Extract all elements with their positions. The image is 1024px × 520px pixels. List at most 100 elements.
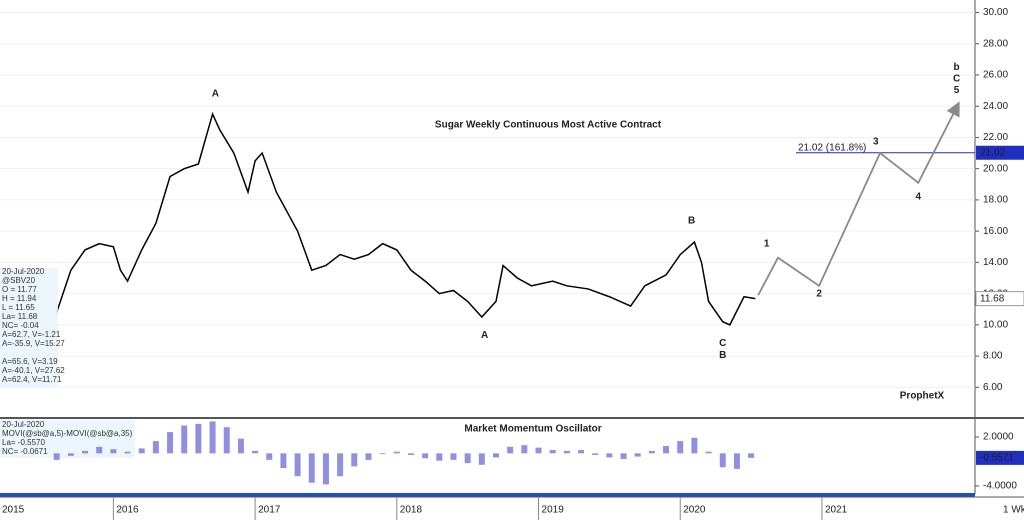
oscillator-bar bbox=[563, 450, 570, 454]
wave-label: C bbox=[953, 73, 960, 84]
y-tick-label: 8.00 bbox=[983, 351, 1003, 362]
price-box-label: 21.02 bbox=[980, 147, 1005, 158]
y-tick-label: 18.00 bbox=[983, 195, 1008, 206]
last-price-box bbox=[975, 291, 1024, 307]
wave-label: 1 bbox=[764, 239, 770, 250]
wave-label: B bbox=[719, 350, 726, 361]
wave-label: 2 bbox=[816, 289, 822, 300]
oscillator-bar bbox=[124, 451, 131, 454]
oscillator-bar bbox=[535, 447, 542, 454]
info-text: La= -0.5570 bbox=[2, 438, 45, 447]
oscillator-bar bbox=[450, 453, 457, 460]
info-text: 20-Jul-2020 bbox=[2, 267, 45, 276]
oscillator-bar bbox=[592, 453, 599, 455]
wave-label: 4 bbox=[916, 192, 922, 203]
oscillator-bar bbox=[209, 421, 216, 454]
y-tick-label: 28.00 bbox=[983, 38, 1008, 49]
info-text: H = 11.94 bbox=[2, 294, 37, 303]
info-text: 20-Jul-2020 bbox=[2, 420, 45, 429]
oscillator-bar bbox=[705, 451, 712, 454]
oscillator-bar bbox=[393, 451, 400, 454]
oscillator-bar bbox=[507, 446, 514, 454]
time-strip bbox=[0, 493, 975, 497]
projection-line bbox=[757, 101, 960, 296]
y-tick-label: 10.00 bbox=[983, 319, 1008, 330]
oscillator-bar bbox=[521, 445, 528, 454]
info-text: A=62.7, V=-1.21 bbox=[2, 330, 61, 339]
oscillator-bar bbox=[322, 453, 329, 485]
oscillator-bar bbox=[96, 446, 103, 454]
osc-box bbox=[976, 450, 1024, 465]
y-tick-label: -4.0000 bbox=[983, 481, 1017, 492]
x-tick-label: 2017 bbox=[258, 505, 281, 516]
oscillator-bar bbox=[280, 453, 287, 469]
oscillator-bar bbox=[252, 450, 259, 454]
info-text: A=-40.1, V=27.62 bbox=[2, 366, 65, 375]
x-tick-label: 2015 bbox=[2, 505, 25, 516]
info-text: NC= -0.0671 bbox=[2, 447, 48, 456]
y-tick-label: 14.00 bbox=[983, 257, 1008, 268]
oscillator-bar bbox=[691, 437, 698, 454]
wave-label: A bbox=[481, 330, 488, 341]
info-text: O = 11.77 bbox=[2, 285, 37, 294]
price-box bbox=[976, 145, 1024, 160]
price-line bbox=[55, 111, 756, 326]
oscillator-bar bbox=[733, 453, 740, 469]
info-text: A=62.4, V=11.71 bbox=[2, 375, 62, 384]
oscillator-bar bbox=[748, 453, 755, 458]
oscillator-bar bbox=[407, 453, 414, 455]
oscillator-bar bbox=[152, 441, 159, 454]
info-panel bbox=[0, 268, 58, 388]
oscillator-bar bbox=[110, 449, 117, 454]
wave-label: C bbox=[719, 338, 726, 349]
oscillator-bar bbox=[167, 432, 174, 454]
fib-label: 21.02 (161.8%) bbox=[798, 142, 866, 153]
oscillator-bar bbox=[365, 453, 372, 460]
y-tick-label: 20.00 bbox=[983, 163, 1008, 174]
oscillator-bar bbox=[138, 448, 145, 454]
oscillator-bar bbox=[436, 453, 443, 461]
wave-label: b bbox=[954, 62, 960, 73]
info-text: MOVI(@sb@a,5)-MOVI(@sb@a,35) bbox=[2, 429, 133, 438]
oscillator-bar bbox=[266, 453, 273, 460]
x-tick-label: 2020 bbox=[683, 505, 706, 516]
oscillator-bar bbox=[82, 450, 89, 454]
oscillator-bar bbox=[53, 453, 60, 460]
y-tick-label: 30.00 bbox=[983, 7, 1008, 18]
wave-label: 5 bbox=[954, 85, 960, 96]
oscillator-bar bbox=[308, 453, 315, 483]
oscillator-bar bbox=[351, 453, 358, 467]
oscillator-bar bbox=[663, 445, 670, 454]
oscillator-bar bbox=[719, 453, 726, 468]
info-text: @SBV20 bbox=[2, 276, 36, 285]
oscillator-bar bbox=[237, 438, 244, 454]
oscillator-bar bbox=[634, 453, 641, 457]
x-tick-label: 2019 bbox=[542, 505, 565, 516]
info-text: A=-35.9, V=15.27 bbox=[2, 339, 65, 348]
oscillator-bar bbox=[493, 453, 500, 458]
x-tick-label: 2016 bbox=[116, 505, 139, 516]
oscillator-bar bbox=[578, 450, 585, 454]
wave-label: 3 bbox=[873, 136, 879, 147]
info-text: NC= -0.04 bbox=[2, 321, 39, 330]
wave-label: B bbox=[688, 216, 695, 227]
oscillator-bar bbox=[379, 453, 386, 455]
chart-title: Market Momentum Oscillator bbox=[464, 424, 601, 435]
info-text: L = 11.65 bbox=[2, 303, 35, 312]
last-price-label: 11.68 bbox=[980, 293, 1005, 304]
oscillator-bar bbox=[422, 453, 429, 459]
y-tick-label: 6.00 bbox=[983, 382, 1003, 393]
oscillator-bar bbox=[464, 453, 471, 464]
oscillator-bar bbox=[606, 453, 613, 458]
oscillator-bar bbox=[648, 450, 655, 454]
x-tick-label: 2018 bbox=[400, 505, 423, 516]
y-tick-label: 2.0000 bbox=[983, 432, 1014, 443]
oscillator-bar bbox=[478, 453, 485, 465]
oscillator-bar bbox=[223, 427, 230, 454]
watermark: ProphetX bbox=[900, 391, 945, 402]
oscillator-bar bbox=[294, 453, 301, 477]
oscillator-bar bbox=[620, 453, 627, 460]
y-tick-label: 24.00 bbox=[983, 101, 1008, 112]
y-tick-label: 22.00 bbox=[983, 132, 1008, 143]
y-tick-label: 26.00 bbox=[983, 70, 1008, 81]
